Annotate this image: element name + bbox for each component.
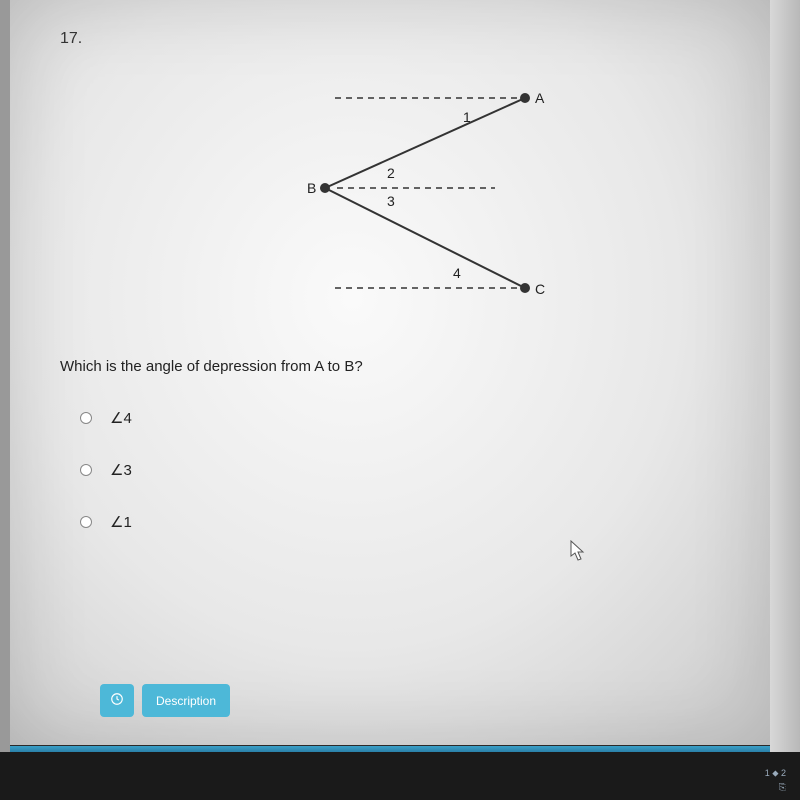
notification-area: 1 ⬥ 2 ⎘ — [765, 766, 786, 794]
label-c: C — [535, 281, 545, 297]
label-a: A — [535, 90, 545, 106]
segment-bc — [325, 188, 525, 288]
question-number: 17. — [60, 30, 730, 48]
answer-options: ∠4 ∠3 ∠1 — [80, 409, 730, 531]
description-label: Description — [156, 694, 216, 708]
label-b: B — [307, 180, 316, 196]
point-b — [320, 183, 330, 193]
history-button[interactable] — [100, 684, 134, 717]
radio-icon[interactable] — [80, 516, 92, 528]
monitor-bezel: 1 ⬥ 2 ⎘ — [0, 752, 800, 800]
option-label: ∠1 — [110, 513, 132, 531]
angle-1: 1 — [463, 109, 471, 125]
segment-ab — [325, 98, 525, 188]
point-a — [520, 93, 530, 103]
clock-icon — [110, 692, 124, 709]
option-row[interactable]: ∠1 — [80, 513, 730, 531]
point-c — [520, 283, 530, 293]
notify-line2: ⎘ — [765, 780, 786, 794]
option-row[interactable]: ∠4 — [80, 409, 730, 427]
angle-4: 4 — [453, 265, 461, 281]
angle-3: 3 — [387, 193, 395, 209]
radio-icon[interactable] — [80, 412, 92, 424]
cursor-icon — [570, 540, 586, 562]
question-text: Which is the angle of depression from A … — [60, 358, 730, 375]
option-row[interactable]: ∠3 — [80, 461, 730, 479]
radio-icon[interactable] — [80, 464, 92, 476]
quiz-page: 17. A B C 1 2 3 4 Which is the angle of … — [10, 0, 770, 745]
notify-line1: 1 ⬥ 2 — [765, 766, 786, 780]
description-button[interactable]: Description — [142, 684, 230, 717]
angle-2: 2 — [387, 165, 395, 181]
option-label: ∠4 — [110, 409, 132, 427]
angle-diagram: A B C 1 2 3 4 — [195, 68, 595, 328]
option-label: ∠3 — [110, 461, 132, 479]
